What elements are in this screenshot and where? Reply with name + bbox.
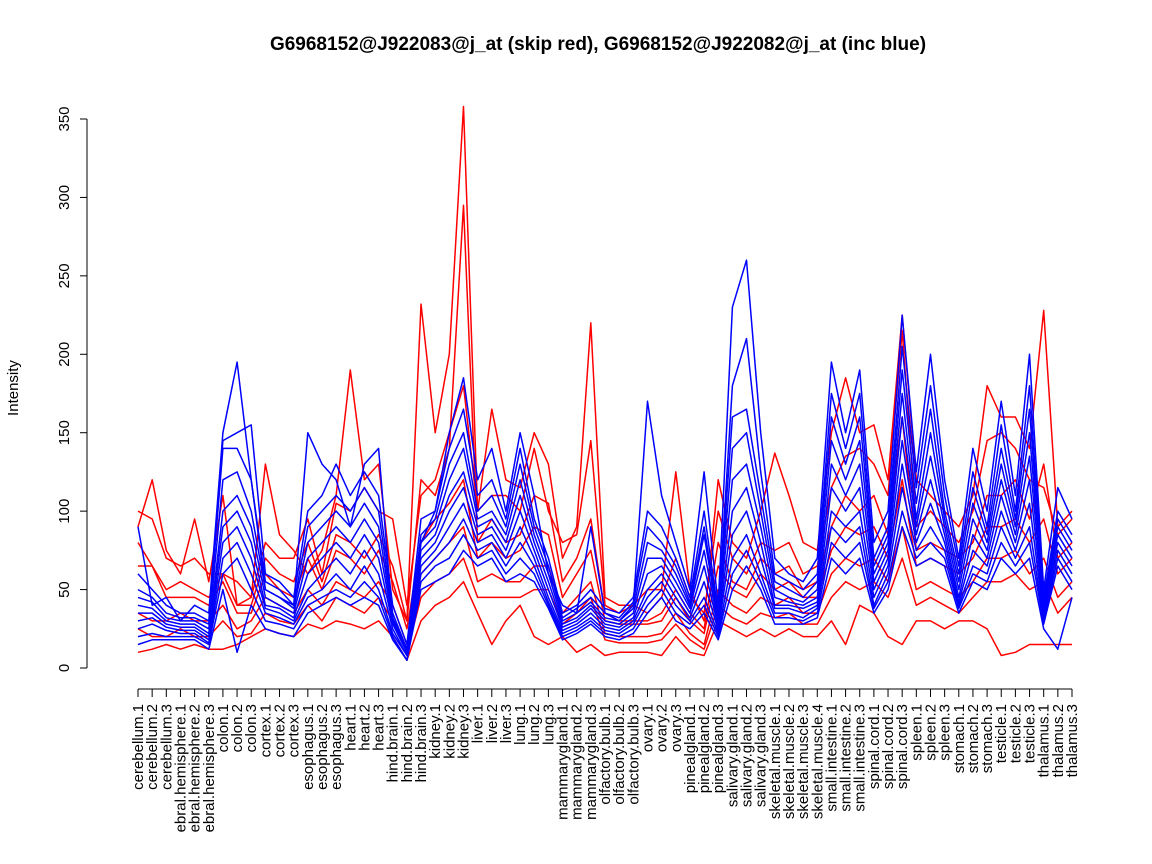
x-tick-label: skeletal.muscle.2: [781, 704, 798, 819]
x-tick-label: skeletal.muscle.4: [809, 704, 826, 819]
x-tick-label: lung.2: [526, 704, 543, 745]
x-tick-label: skeletal.muscle.1: [767, 704, 784, 819]
x-tick-label: pinealgland.2: [696, 704, 713, 793]
x-tick-label: cortex.2: [272, 704, 289, 757]
x-tick-label: hind.brain.1: [385, 704, 402, 782]
y-tick-label: 50: [56, 581, 73, 598]
x-tick-label: olfactory.bulb.3: [625, 704, 642, 805]
series-line-inc-11: [137, 392, 1073, 650]
x-tick-label: cerebellum.1: [130, 704, 147, 790]
x-tick-label: testicle.1: [993, 704, 1010, 763]
x-tick-label: esophagus.2: [314, 704, 331, 790]
y-tick-label: 300: [56, 185, 73, 210]
x-tick-label: stomach.1: [951, 704, 968, 773]
x-tick-label: ovary.3: [668, 704, 685, 752]
series-line-inc-17: [137, 526, 1073, 661]
x-tick-label: thalamus.3: [1064, 704, 1081, 777]
x-tick-label: liver.2: [484, 704, 501, 743]
series-line-inc-12: [137, 416, 1073, 654]
series-line-inc-15: [137, 486, 1073, 657]
y-ticks: 0 50 100 150 200 250 300 350: [56, 106, 87, 672]
x-tick-label: cortex.3: [286, 704, 303, 757]
x-tick-label: stomach.3: [979, 704, 996, 773]
x-tick-label: esophagus.1: [300, 704, 317, 790]
x-tick-label: pinealgland.1: [682, 704, 699, 793]
x-tick-label: lung.3: [540, 704, 557, 745]
x-tick-label: spinal.cord.2: [880, 704, 897, 789]
x-tick-label: ebral.hemisphere.1: [172, 704, 189, 832]
y-tick-label: 0: [56, 664, 73, 672]
x-tick-label: testicle.2: [1007, 704, 1024, 763]
x-tick-label: cerebellum.3: [158, 704, 175, 790]
y-tick-label: 200: [56, 342, 73, 367]
x-tick-label: ebral.hemisphere.2: [187, 704, 204, 832]
x-tick-label: mammarygland.1: [555, 704, 572, 820]
series-line-inc-16: [137, 510, 1073, 661]
x-tick-label: cortex.1: [257, 704, 274, 757]
x-tick-label: small.intestine.2: [838, 704, 855, 812]
x-tick-label: spleen.1: [908, 704, 925, 761]
x-tick-label: ovary.2: [654, 704, 671, 752]
x-tick-label: hind.brain.2: [399, 704, 416, 782]
x-tick-label: small.intestine.3: [852, 704, 869, 812]
chart-title: G6968152@J922083@j_at (skip red), G69681…: [270, 34, 926, 55]
x-tick-label: thalamus.1: [1036, 704, 1053, 777]
x-tick-label: liver.1: [470, 704, 487, 743]
x-tick-label: spinal.cord.1: [866, 704, 883, 789]
x-tick-label: spinal.cord.3: [894, 704, 911, 789]
x-tick-label: colon.2: [229, 704, 246, 752]
x-tick-label: pinealgland.3: [710, 704, 727, 793]
x-tick-label: salivary.gland.1: [724, 704, 741, 807]
x-tick-label: kidney.1: [427, 704, 444, 759]
series-line-inc-14: [137, 463, 1073, 657]
x-tick-label: kidney.3: [455, 704, 472, 759]
x-tick-label: colon.1: [215, 704, 232, 752]
y-tick-label: 250: [56, 263, 73, 288]
x-tick-label: small.intestine.1: [823, 704, 840, 812]
x-tick-label: skeletal.muscle.3: [795, 704, 812, 819]
x-tick-label: mammarygland.3: [583, 704, 600, 820]
x-tick-label: spleen.2: [922, 704, 939, 761]
x-tick-label: salivary.gland.2: [739, 704, 756, 807]
x-tick-label: stomach.2: [965, 704, 982, 773]
x-tick-label: testicle.3: [1022, 704, 1039, 763]
x-tick-label: spleen.3: [937, 704, 954, 761]
x-tick-label: mammarygland.2: [569, 704, 586, 820]
x-tick-label: lung.1: [512, 704, 529, 745]
x-tick-label: liver.3: [498, 704, 515, 743]
x-tick-label: heart.2: [356, 704, 373, 751]
x-tick-label: kidney.2: [441, 704, 458, 759]
series-line-inc-9: [137, 337, 1073, 646]
x-tick-label: olfactory.bulb.1: [597, 704, 614, 805]
series-lines: [137, 105, 1073, 661]
y-tick-label: 100: [56, 499, 73, 524]
x-tick-label: colon.3: [243, 704, 260, 752]
y-tick-label: 350: [56, 106, 73, 131]
x-ticks: cerebellum.1cerebellum.2cerebellum.3ebra…: [130, 689, 1081, 832]
y-axis-label: Intensity: [5, 360, 22, 416]
x-tick-label: hind.brain.3: [413, 704, 430, 782]
x-tick-label: thalamus.2: [1050, 704, 1067, 777]
x-tick-label: ebral.hemisphere.3: [201, 704, 218, 832]
x-tick-label: heart.3: [371, 704, 388, 751]
x-tick-label: salivary.gland.3: [753, 704, 770, 807]
x-tick-label: heart.1: [342, 704, 359, 751]
x-tick-label: olfactory.bulb.2: [611, 704, 628, 805]
x-tick-label: esophagus.3: [328, 704, 345, 790]
series-line-inc-13: [138, 439, 1073, 654]
x-tick-label: ovary.1: [639, 704, 656, 752]
x-tick-label: cerebellum.2: [144, 704, 161, 790]
y-tick-label: 150: [56, 420, 73, 445]
